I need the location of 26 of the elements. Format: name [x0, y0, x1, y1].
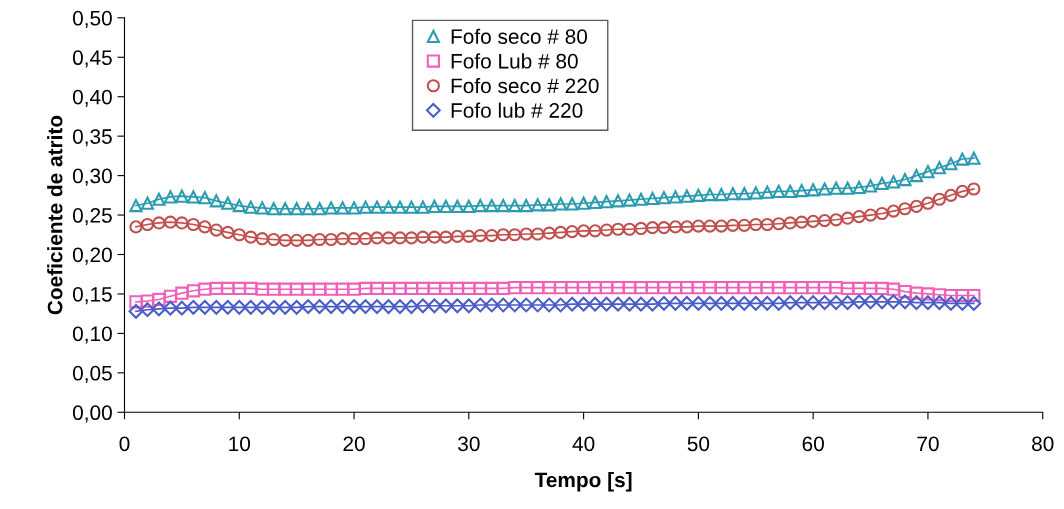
x-tick-label: 70 [917, 436, 939, 452]
y-tick-label: 0,15 [72, 286, 112, 305]
x-tick-label: 40 [572, 436, 595, 452]
legend-label: Fofo Lub # 80 [451, 53, 578, 69]
y-tick-label: 0,10 [72, 326, 112, 344]
y-axis-title: Coeficiente de atrito [47, 115, 63, 315]
legend-label: Fofo lub # 220 [451, 102, 583, 118]
y-tick-label: 0,30 [72, 168, 112, 186]
y-tick-label: 0,40 [72, 89, 112, 107]
x-tick-label: 80 [1032, 436, 1054, 452]
y-tick-label: 0,25 [72, 208, 112, 226]
y-tick-label: 0,45 [72, 50, 112, 68]
y-tick-label: 0,35 [72, 129, 112, 147]
x-tick-label: 0 [119, 436, 130, 452]
y-tick-label: 0,00 [72, 405, 112, 423]
y-tick-label: 0,50 [72, 10, 112, 29]
x-axis-title: Tempo [s] [534, 471, 632, 492]
y-tick-label: 0,20 [72, 247, 112, 265]
x-tick-label: 50 [687, 436, 710, 452]
legend-label: Fofo seco # 80 [451, 28, 588, 44]
x-tick-label: 60 [802, 436, 824, 452]
y-tick-label: 0,05 [72, 365, 112, 384]
x-tick-label: 20 [343, 436, 365, 452]
x-tick-label: 10 [229, 436, 251, 452]
x-tick-label: 30 [458, 436, 480, 452]
legend-label: Fofo seco # 220 [451, 77, 599, 94]
